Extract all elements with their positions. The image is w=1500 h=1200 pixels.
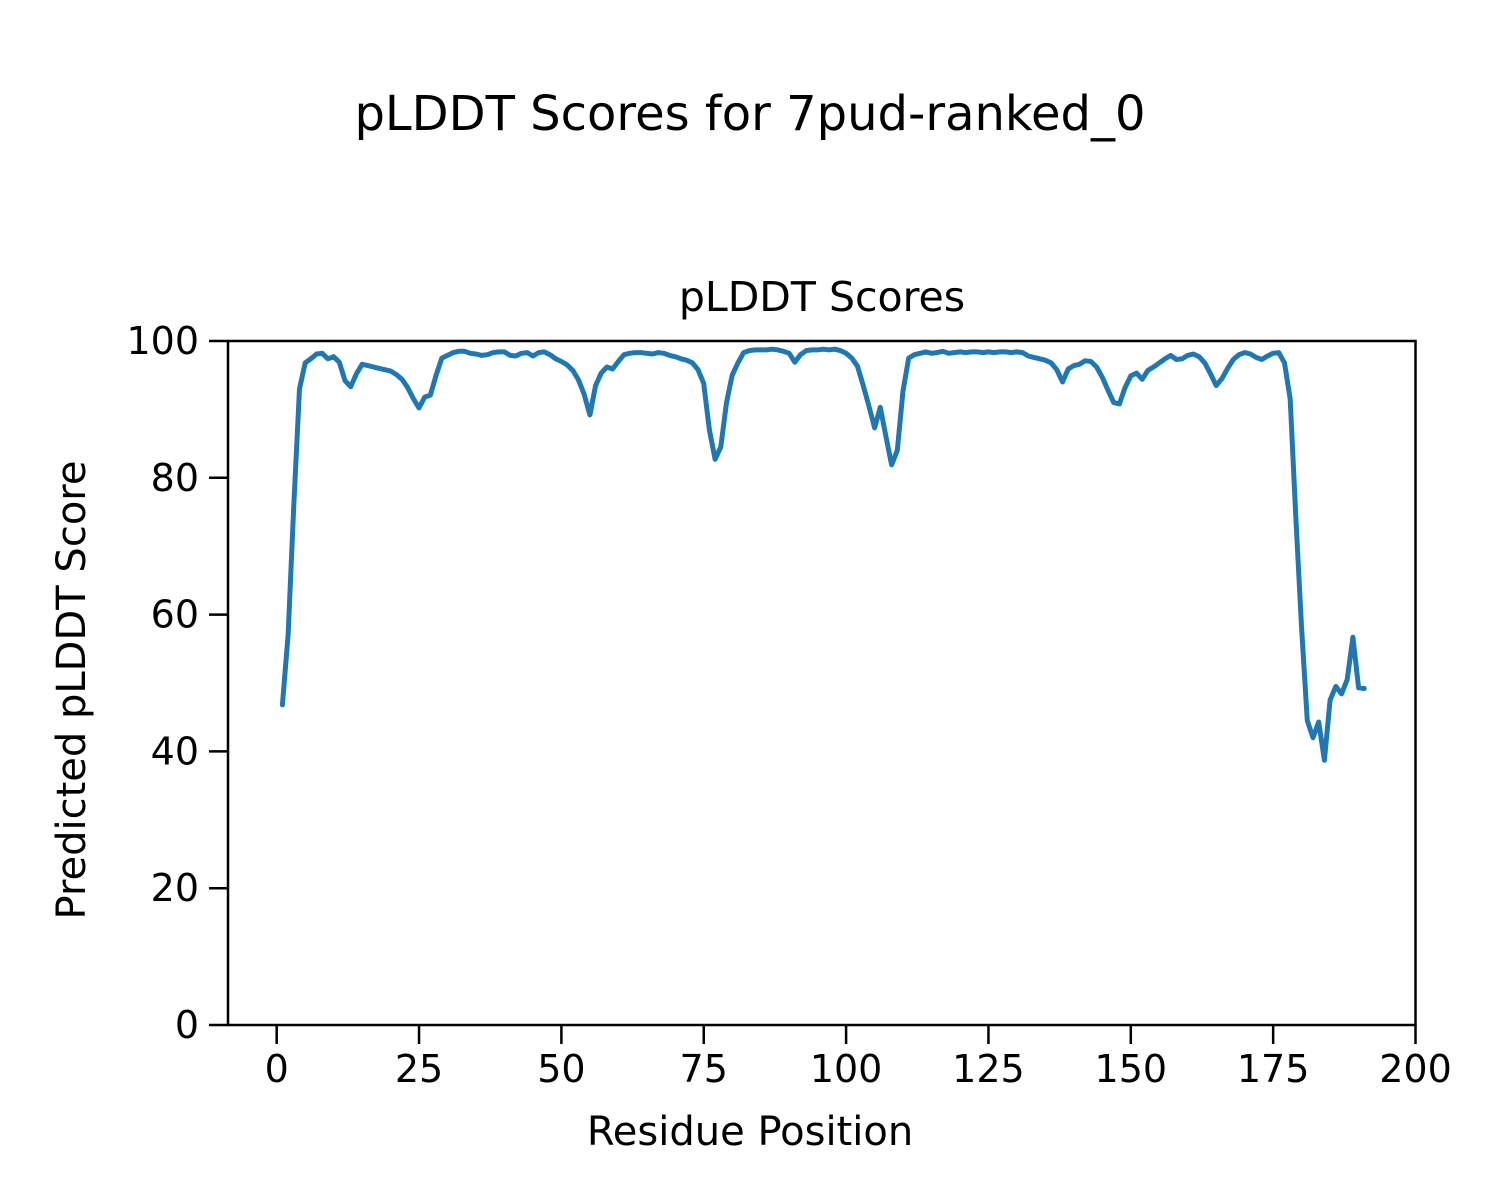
x-tick-label: 100 bbox=[810, 1047, 883, 1091]
plddt-line bbox=[279, 346, 1367, 763]
x-tick-label: 200 bbox=[1379, 1047, 1452, 1091]
y-tick-label: 80 bbox=[151, 456, 199, 500]
x-tick-label: 175 bbox=[1237, 1047, 1310, 1091]
y-tick-label: 60 bbox=[151, 593, 199, 637]
figure-suptitle: pLDDT Scores for 7pud-ranked_0 bbox=[354, 86, 1146, 142]
x-tick-label: 25 bbox=[395, 1047, 443, 1091]
axes-frame bbox=[226, 339, 1417, 1027]
y-tick-label: 20 bbox=[151, 866, 199, 910]
x-tick-label: 75 bbox=[680, 1047, 728, 1091]
y-tick-label: 40 bbox=[151, 729, 199, 773]
x-tick-label: 125 bbox=[952, 1047, 1025, 1091]
y-tick-label: 0 bbox=[175, 1003, 199, 1047]
x-axis-label: Residue Position bbox=[586, 1109, 914, 1155]
y-tick-label: 100 bbox=[126, 319, 199, 363]
x-tick-label: 0 bbox=[265, 1047, 289, 1091]
x-tick-label: 150 bbox=[1095, 1047, 1168, 1091]
x-tick-label: 50 bbox=[537, 1047, 585, 1091]
axes-title: pLDDT Scores bbox=[678, 273, 966, 321]
